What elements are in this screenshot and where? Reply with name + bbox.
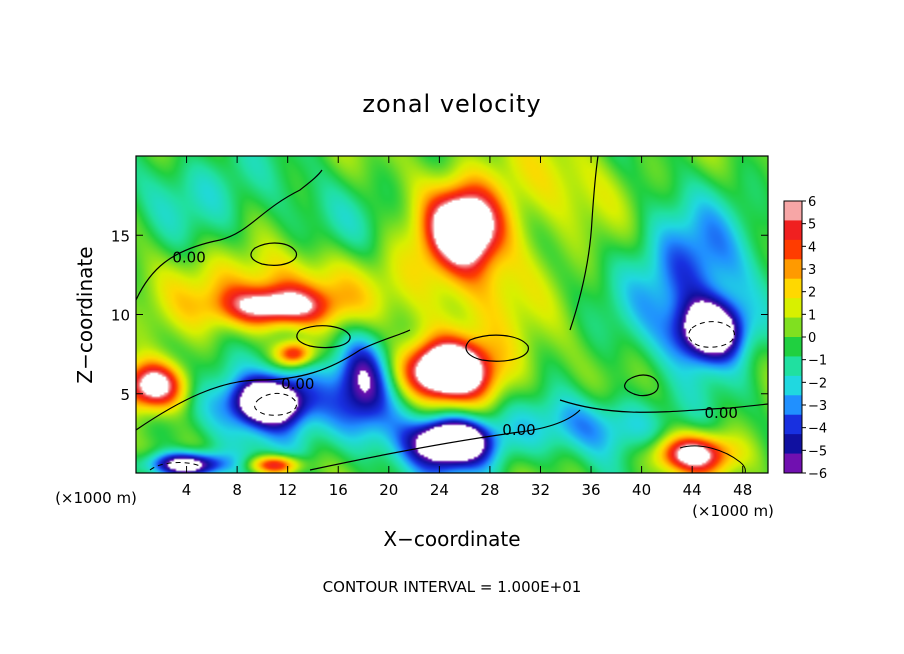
colorbar-tick-label: −6: [808, 467, 827, 482]
colorbar-swatch: [784, 414, 802, 435]
contour-zero-lower: [309, 409, 581, 471]
colorbar-tick-label: −1: [808, 354, 827, 369]
contour-zero-upper: [136, 169, 323, 301]
x-tick-label: 36: [581, 481, 600, 499]
x-axis: 4 8 12 16 20 24 28 32 36 40 44 48: [182, 156, 752, 499]
colorbar-tick-label: 0: [808, 331, 816, 346]
contour-closed-b: [296, 325, 351, 349]
x-axis-label: X−coordinate: [383, 527, 520, 551]
colorbar-swatch: [784, 239, 802, 260]
y-tick-label: 15: [111, 227, 130, 245]
contour-dashed-c: [149, 462, 201, 471]
contour-label: 0.00: [281, 375, 314, 393]
x-tick-label: 8: [232, 481, 242, 499]
contour-label: 0.00: [172, 248, 205, 266]
colorbar-tick-label: −3: [808, 399, 827, 414]
colorbar-tick-label: 2: [808, 286, 816, 301]
colorbar-tick-label: −4: [808, 422, 827, 437]
contour-interval-text: CONTOUR INTERVAL = 1.000E+01: [323, 578, 582, 596]
x-tick-label: 4: [182, 481, 192, 499]
contour-closed-d: [624, 374, 659, 397]
colorbar-tick-label: 6: [808, 195, 816, 210]
colorbar-swatch: [784, 220, 802, 241]
colorbar-swatch: [784, 337, 802, 357]
y-axis-label: Z−coordinate: [73, 246, 97, 383]
x-tick-label: 20: [379, 481, 398, 499]
contour-label: 0.00: [502, 421, 535, 439]
contour-zero-right: [559, 399, 768, 413]
x-unit-left: (×1000 m): [55, 489, 137, 507]
colorbar-swatch: [784, 298, 802, 319]
contour-label: 0.00: [705, 404, 738, 422]
colorbar-swatch: [784, 317, 802, 338]
contour-zero-middle: [136, 329, 411, 431]
colorbar-swatch: [784, 375, 802, 396]
x-tick-label: 48: [733, 481, 752, 499]
colorbar-swatch: [784, 201, 802, 221]
colorbar-swatch: [784, 356, 802, 377]
plot-area: 0.00 0.00 0.00 0.00: [135, 155, 769, 474]
y-tick-label: 10: [111, 307, 130, 325]
x-tick-label: 12: [278, 481, 297, 499]
x-tick-label: 32: [531, 481, 550, 499]
x-tick-label: 44: [683, 481, 702, 499]
colorbar-tick-label: −5: [808, 444, 827, 459]
colorbar: 6 5 4 3 2 1 0 −1 −2 −3 −4 −5 −6: [783, 195, 827, 482]
y-axis: 5 10 15: [111, 227, 768, 404]
x-tick-label: 16: [329, 481, 348, 499]
colorbar-tick-label: 3: [808, 263, 816, 278]
colorbar-tick-label: 4: [808, 240, 816, 255]
y-tick-label: 5: [120, 386, 130, 404]
contour-lines: [136, 156, 768, 473]
contour-labels: 0.00 0.00 0.00 0.00: [172, 248, 738, 439]
colorbar-tick-label: 5: [808, 218, 816, 233]
contour-dashed-a: [254, 393, 297, 416]
x-unit-right: (×1000 m): [692, 502, 774, 520]
colorbar-swatch: [784, 434, 802, 455]
contour-dashed-b: [688, 321, 735, 348]
x-tick-label: 40: [632, 481, 651, 499]
heatmap-field: [136, 156, 768, 473]
contour-closed-a: [250, 242, 298, 266]
contour-zero-upper-right: [569, 156, 599, 331]
x-tick-label: 28: [480, 481, 499, 499]
contour-thin-d: [679, 445, 746, 473]
colorbar-swatch: [784, 278, 802, 299]
colorbar-tick-label: −2: [808, 376, 827, 391]
chart-title: zonal velocity: [362, 90, 541, 118]
x-tick-label: 24: [430, 481, 449, 499]
colorbar-tick-label: 1: [808, 308, 816, 323]
colorbar-swatch: [784, 453, 802, 474]
contour-closed-c: [465, 334, 529, 362]
colorbar-swatch: [784, 395, 802, 416]
colorbar-swatch: [784, 259, 802, 280]
